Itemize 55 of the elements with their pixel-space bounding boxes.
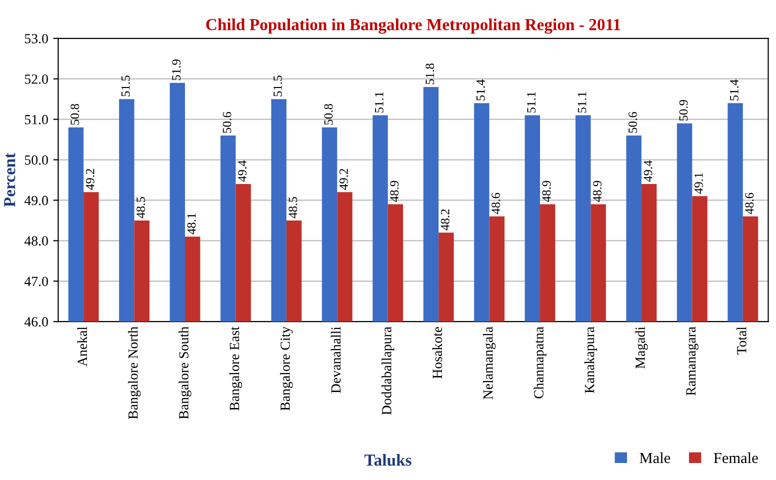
- data-label: 50.6: [222, 112, 232, 133]
- x-tick-label: Doddaballapura: [382, 326, 394, 415]
- data-label: 51.4: [730, 79, 738, 100]
- y-tick-label: 52.0: [24, 74, 48, 84]
- x-tick-label: Bangalore East: [229, 326, 242, 411]
- x-tick-label: Magadi: [635, 326, 648, 368]
- y-tick-label: 46.0: [24, 317, 48, 327]
- data-label: 51.9: [172, 60, 181, 80]
- legend-label: Male: [640, 452, 670, 464]
- chart-title: Child Population in Bangalore Metropolitan Region - 2011: [206, 18, 620, 34]
- data-label: 50.8: [70, 104, 80, 125]
- y-tick-label: 47.0: [24, 276, 48, 286]
- data-label: 48.6: [492, 192, 500, 214]
- y-tick-label: 49.0: [24, 196, 48, 206]
- data-label: 48.9: [542, 180, 551, 202]
- data-label: 49.2: [86, 168, 94, 190]
- x-tick-label: Bangalore South: [178, 326, 192, 420]
- x-tick-label: Devanahalli: [330, 326, 341, 394]
- x-tick-label: Ramanagara: [686, 326, 698, 396]
- data-label: 49.2: [339, 168, 348, 190]
- data-label: 48.5: [136, 197, 146, 218]
- x-tick-label: Channapatna: [534, 326, 546, 398]
- data-label: 49.4: [238, 160, 246, 182]
- x-tick-label: Anekal: [77, 326, 88, 366]
- data-label: 48.1: [187, 213, 196, 234]
- y-tick-label: 53.0: [24, 34, 48, 44]
- data-label: 49.4: [644, 160, 652, 182]
- data-label: 51.1: [375, 92, 384, 113]
- data-label: 48.9: [390, 180, 399, 202]
- x-tick-label: Hosakote: [432, 326, 442, 379]
- data-label: 48.9: [593, 180, 602, 202]
- data-label: 48.6: [745, 192, 754, 214]
- data-label: 48.2: [440, 209, 450, 230]
- data-label: 51.8: [426, 64, 434, 84]
- x-tick-label: Kanakapura: [584, 326, 598, 394]
- x-axis-title: Taluks: [364, 454, 412, 466]
- data-label: 48.5: [288, 197, 298, 218]
- data-label: 51.4: [476, 79, 485, 100]
- x-tick-label: Bangalore City: [280, 326, 293, 411]
- data-label: 50.6: [628, 112, 638, 133]
- x-tick-label: Bangalore North: [128, 326, 141, 420]
- data-label: 51.5: [274, 76, 282, 96]
- data-label: 51.1: [527, 92, 536, 113]
- data-label: 49.1: [694, 173, 703, 194]
- data-label: 50.9: [679, 100, 688, 121]
- x-tick-label: Total: [736, 326, 746, 355]
- legend-label: Female: [714, 452, 758, 464]
- x-tick-label: Nelamangala: [482, 326, 496, 400]
- data-label: 50.8: [324, 104, 333, 125]
- y-axis-title: Percent: [4, 152, 16, 207]
- y-tick-label: 48.0: [24, 236, 48, 246]
- data-label: 51.1: [578, 92, 586, 113]
- data-label: 51.5: [121, 76, 130, 96]
- y-tick-label: 51.0: [24, 114, 48, 124]
- y-tick-label: 50.0: [24, 155, 48, 165]
